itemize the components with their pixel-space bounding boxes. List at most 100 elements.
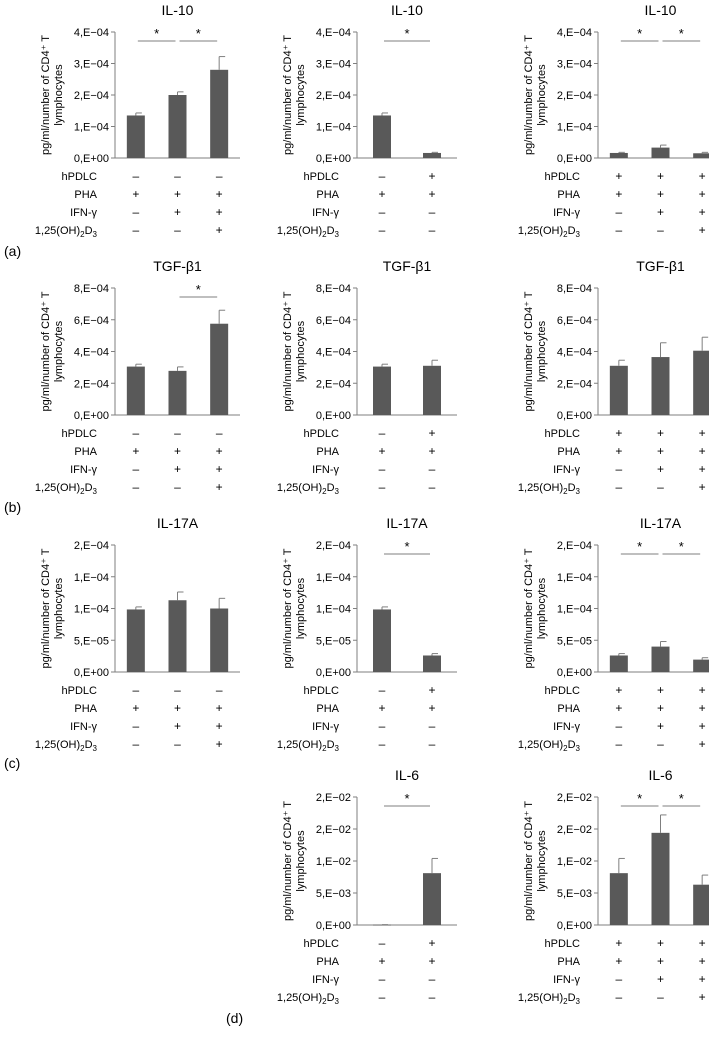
condition-label: IFN-γ xyxy=(312,464,339,476)
condition-sign: – xyxy=(615,719,622,733)
significance-star: * xyxy=(196,26,201,41)
condition-label-part: 1,25(OH) xyxy=(277,482,322,494)
chart-title: TGF-β1 xyxy=(153,258,202,274)
condition-sign: + xyxy=(216,701,223,715)
condition-sign: + xyxy=(174,187,181,201)
condition-sign: + xyxy=(428,701,435,715)
condition-sign: + xyxy=(699,701,706,715)
bar xyxy=(651,646,670,672)
y-tick-label: 8,E−04 xyxy=(557,283,592,295)
significance-star: * xyxy=(404,791,409,806)
condition-sign: + xyxy=(378,187,385,201)
condition-sign: – xyxy=(657,990,664,1004)
condition-label: 1,25(OH)2D3 xyxy=(35,482,98,496)
condition-sign: – xyxy=(174,480,181,494)
chart-panel: IL-17A 0,E+00 5,E−05 1,E−04 1,E−04 2,E−04 pg/m… xyxy=(518,515,709,753)
condition-sign: + xyxy=(699,972,706,986)
y-tick-label: 1,E−02 xyxy=(316,856,351,868)
chart-title: IL-10 xyxy=(391,2,423,18)
chart-title: IL-6 xyxy=(648,767,672,783)
condition-label: hPDLC xyxy=(545,938,581,950)
condition-label: 1,25(OH)2D3 xyxy=(518,739,581,753)
condition-label-part: 3 xyxy=(576,230,581,239)
panel-letter: (d) xyxy=(226,1010,243,1026)
condition-label-part: D xyxy=(327,482,335,494)
condition-sign: + xyxy=(216,480,223,494)
y-tick-label: 4,E−04 xyxy=(557,27,592,39)
condition-sign: – xyxy=(615,972,622,986)
y-axis-label-line1: pg/ml/number of CD4⁺ T xyxy=(523,801,535,921)
condition-label-part: 1,25(OH) xyxy=(277,225,322,237)
condition-sign: + xyxy=(428,936,435,950)
significance-star: * xyxy=(404,26,409,41)
chart-panel: TGF-β1 0,E+00 2,E−04 4,E−04 6,E−04 8,E−04 pg/m… xyxy=(518,258,709,496)
y-axis-label-line1: pg/ml/number of CD4⁺ T xyxy=(40,35,52,155)
condition-sign: – xyxy=(615,223,622,237)
y-tick-label: 8,E−04 xyxy=(74,283,109,295)
significance-star: * xyxy=(637,791,642,806)
condition-sign: – xyxy=(379,223,386,237)
condition-sign: + xyxy=(216,223,223,237)
y-tick-label: 4,E−04 xyxy=(557,347,592,359)
y-tick-label: 0,E+00 xyxy=(316,153,351,165)
condition-sign: + xyxy=(132,187,139,201)
bar xyxy=(423,655,441,672)
condition-sign: + xyxy=(615,701,622,715)
y-tick-label: 1,E−04 xyxy=(316,572,351,584)
chart-title: IL-10 xyxy=(162,2,194,18)
bar xyxy=(609,152,628,158)
condition-sign: + xyxy=(378,444,385,458)
condition-sign: + xyxy=(428,954,435,968)
condition-sign: + xyxy=(657,205,664,219)
condition-sign: + xyxy=(428,187,435,201)
condition-label-part: 1,25(OH) xyxy=(35,482,80,494)
y-tick-label: 2,E−04 xyxy=(74,378,109,390)
condition-sign: – xyxy=(174,223,181,237)
condition-sign: + xyxy=(657,462,664,476)
condition-label: hPDLC xyxy=(62,685,98,697)
condition-label: 1,25(OH)2D3 xyxy=(277,482,340,496)
condition-label-part: 2 xyxy=(322,744,327,753)
condition-sign: – xyxy=(615,737,622,751)
condition-sign: – xyxy=(379,426,386,440)
condition-label-part: D xyxy=(568,992,576,1004)
bar xyxy=(373,609,391,672)
y-tick-label: 0,E+00 xyxy=(557,920,592,932)
condition-label-part: 2 xyxy=(563,230,568,239)
condition-sign: – xyxy=(174,683,181,697)
condition-label: hPDLC xyxy=(545,685,581,697)
condition-label-part: D xyxy=(568,739,576,751)
condition-label-part: 1,25(OH) xyxy=(518,482,563,494)
chart-panel: IL-6 0,E+00 5,E−03 1,E−02 2,E−02 2,E−02 pg/ml/… xyxy=(518,767,709,1006)
condition-label: 1,25(OH)2D3 xyxy=(277,225,340,239)
condition-sign: + xyxy=(428,426,435,440)
condition-sign: + xyxy=(615,169,622,183)
condition-sign: – xyxy=(615,462,622,476)
chart-panel: IL-17A 0,E+00 5,E−05 1,E−04 1,E−04 2,E−04 pg/m… xyxy=(35,515,240,753)
y-tick-label: 1,E−02 xyxy=(557,856,592,868)
chart-panel: IL-6 0,E+00 5,E−03 1,E−02 2,E−02 2,E−02 pg/ml/… xyxy=(277,767,457,1006)
condition-sign: + xyxy=(615,187,622,201)
condition-sign: – xyxy=(379,972,386,986)
y-axis-label-line2: lymphocytes xyxy=(53,577,65,639)
condition-sign: – xyxy=(657,480,664,494)
condition-sign: – xyxy=(132,737,139,751)
condition-label: hPDLC xyxy=(545,428,581,440)
condition-sign: + xyxy=(699,223,706,237)
condition-label-part: 1,25(OH) xyxy=(35,225,80,237)
condition-label-part: 1,25(OH) xyxy=(35,739,80,751)
significance-star: * xyxy=(679,791,684,806)
y-tick-label: 1,E−04 xyxy=(74,122,109,134)
y-tick-label: 0,E+00 xyxy=(557,153,592,165)
condition-sign: – xyxy=(429,223,436,237)
condition-sign: + xyxy=(174,444,181,458)
y-axis-label-line1: pg/ml/number of CD4⁺ T xyxy=(523,291,535,411)
condition-sign: – xyxy=(132,719,139,733)
y-tick-label: 3,E−04 xyxy=(316,59,351,71)
condition-label: 1,25(OH)2D3 xyxy=(518,225,581,239)
bar xyxy=(651,357,670,415)
